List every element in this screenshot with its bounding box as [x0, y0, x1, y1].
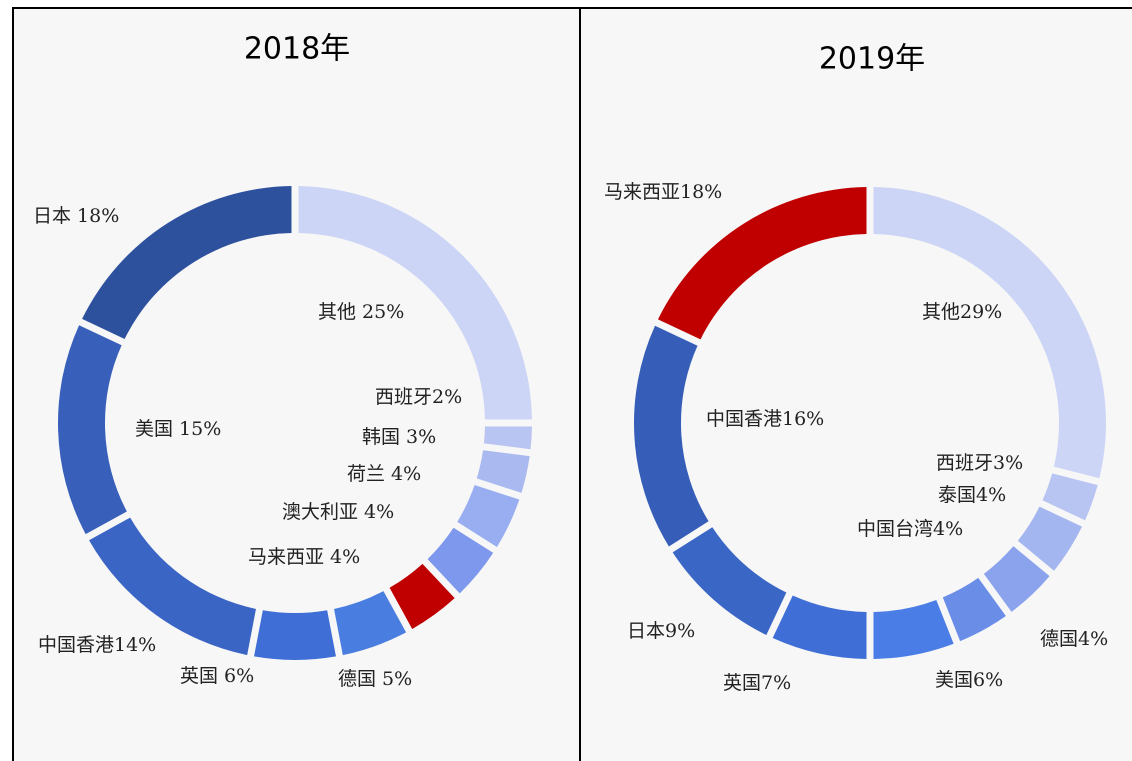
segment-label: 德国4% [1040, 628, 1108, 650]
donut-segment [82, 186, 292, 339]
donut-segment [672, 527, 787, 636]
donut-segment [983, 546, 1050, 612]
donut-segment [89, 517, 256, 656]
chart-title: 2018年 [244, 32, 350, 67]
segment-label: 西班牙2% [375, 386, 462, 408]
donut-segment [657, 187, 867, 340]
segment-label: 泰国4% [938, 484, 1006, 506]
donut-segment [457, 485, 520, 548]
segment-label: 中国台湾4% [857, 518, 963, 540]
segment-label: 德国 5% [338, 668, 412, 690]
donut-segment [483, 426, 532, 450]
segment-label: 韩国 3% [362, 426, 436, 448]
donut-segment [772, 595, 867, 659]
donut-segment [334, 591, 407, 656]
donut-segment [476, 450, 530, 493]
donut-segment [254, 610, 336, 660]
donut-segment [942, 577, 1006, 642]
chart-title: 2019年 [819, 42, 925, 77]
donut-segment [298, 186, 532, 420]
donut-segment [873, 187, 1106, 479]
segment-label: 中国香港14% [38, 634, 156, 656]
segment-label: 中国香港16% [706, 408, 824, 430]
segment-label: 其他 25% [318, 301, 404, 323]
segment-label: 英国7% [723, 672, 791, 694]
segment-label: 日本9% [627, 620, 695, 642]
segment-label: 荷兰 4% [347, 463, 421, 485]
donut-segment [57, 325, 127, 535]
segment-label: 英国 6% [180, 665, 254, 687]
segment-label: 美国 15% [135, 418, 221, 440]
segment-label: 西班牙3% [936, 452, 1023, 474]
segment-label: 美国6% [935, 669, 1003, 691]
donut-segment [427, 527, 494, 594]
segment-label: 澳大利亚 4% [282, 501, 394, 523]
donut-segment [1017, 506, 1083, 571]
segment-label: 日本 18% [33, 205, 119, 227]
segment-label: 马来西亚 4% [248, 546, 360, 568]
donut-segment [634, 325, 709, 547]
segment-label: 马来西亚18% [604, 181, 722, 203]
donut-segment [1042, 473, 1098, 521]
segment-label: 其他29% [922, 301, 1002, 323]
donut-segment [389, 563, 455, 629]
donut-segment [873, 599, 954, 659]
